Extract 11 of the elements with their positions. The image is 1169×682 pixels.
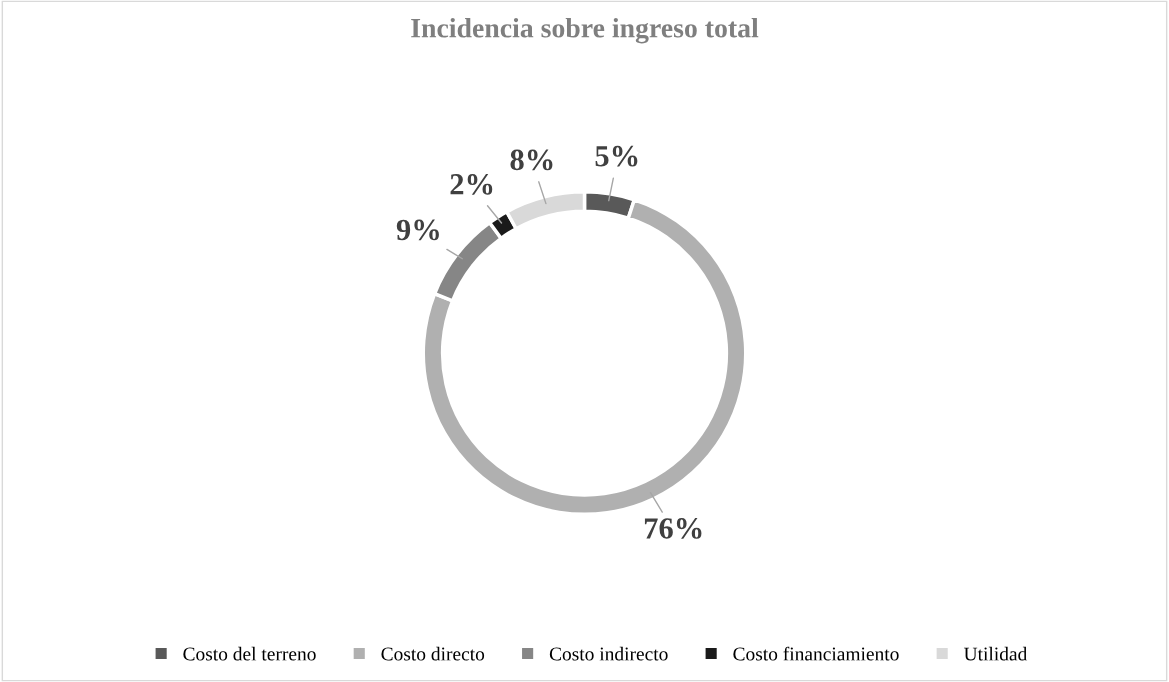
data-label: 8% xyxy=(510,149,553,171)
legend-label: Costo indirecto xyxy=(549,646,668,661)
legend-label: Costo del terreno xyxy=(183,646,316,661)
legend-label: Costo directo xyxy=(381,646,485,661)
chart-title: Incidencia sobre ingreso total xyxy=(411,17,759,44)
legend-label: Costo financiamiento xyxy=(733,646,899,661)
data-label: 76% xyxy=(644,518,702,539)
legend-label: Utilidad xyxy=(963,646,1028,661)
data-label: 5% xyxy=(595,145,638,167)
data-label: 2% xyxy=(450,174,493,195)
data-label: 9% xyxy=(396,219,439,241)
